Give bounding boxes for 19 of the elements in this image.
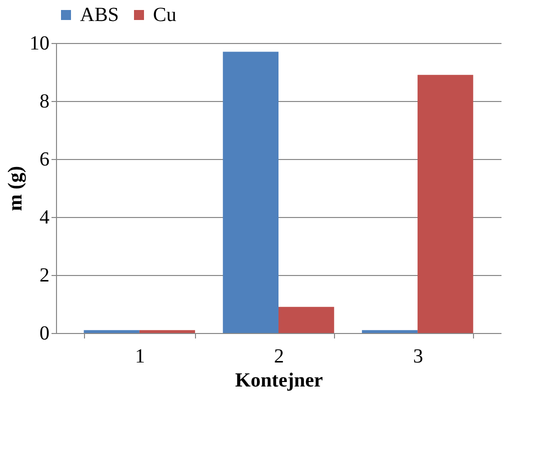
legend-label: Cu bbox=[153, 4, 176, 26]
y-tick-label: 2 bbox=[40, 264, 50, 286]
bar bbox=[418, 74, 474, 333]
y-tick-label: 8 bbox=[40, 90, 50, 112]
bar bbox=[84, 330, 140, 333]
y-tick-label: 4 bbox=[40, 206, 50, 228]
y-tick-label: 0 bbox=[40, 322, 50, 344]
legend-label: ABS bbox=[80, 4, 119, 26]
x-tick-label: 1 bbox=[134, 346, 145, 368]
bar bbox=[362, 330, 418, 333]
x-axis-title: Kontejner bbox=[235, 370, 323, 392]
bar bbox=[278, 306, 334, 333]
x-tick-label: 3 bbox=[413, 346, 424, 368]
bar bbox=[222, 52, 278, 333]
y-tick-label: 10 bbox=[30, 32, 50, 54]
y-axis-title: m (g) bbox=[4, 166, 26, 211]
bar bbox=[139, 330, 196, 333]
x-tick-label: 2 bbox=[274, 346, 284, 368]
y-tick-label: 6 bbox=[40, 148, 50, 170]
